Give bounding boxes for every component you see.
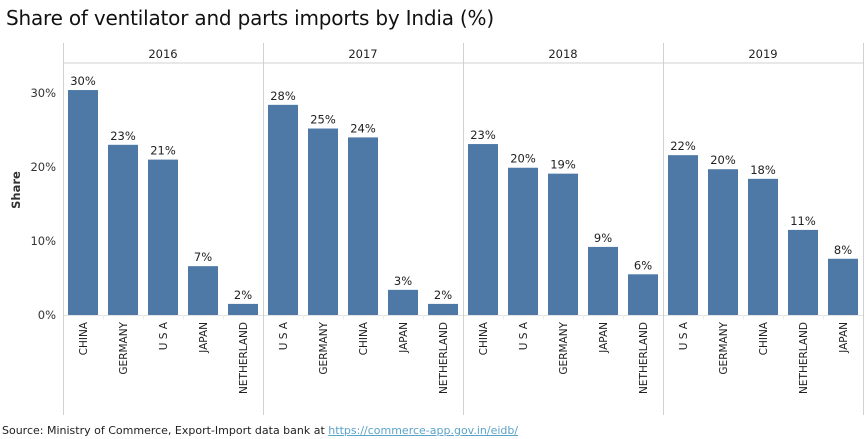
bar[interactable] <box>308 128 338 315</box>
category-label: CHINA <box>478 321 490 355</box>
category-label: GERMANY <box>718 321 730 374</box>
data-label: 2% <box>434 288 452 302</box>
y-axis-title: Share <box>9 171 23 209</box>
source-link[interactable]: https://commerce-app.gov.in/eidb/ <box>328 424 519 437</box>
data-label: 23% <box>470 128 496 142</box>
source-note: Source: Ministry of Commerce, Export-Imp… <box>2 424 518 437</box>
category-label: NETHERLAND <box>638 322 650 394</box>
category-label: JAPAN <box>838 322 850 354</box>
category-label: CHINA <box>758 321 770 355</box>
panel-header-2018: 2018 <box>548 47 577 61</box>
bar[interactable] <box>428 303 458 315</box>
category-label: JAPAN <box>598 322 610 354</box>
data-label: 25% <box>310 113 336 127</box>
bar[interactable] <box>188 266 218 315</box>
y-tick-label: 30% <box>30 86 56 100</box>
bar[interactable] <box>148 159 178 315</box>
data-label: 30% <box>70 74 96 88</box>
data-label: 20% <box>710 153 736 167</box>
bar[interactable] <box>508 167 538 315</box>
data-label: 2% <box>234 288 252 302</box>
bar[interactable] <box>828 258 858 315</box>
data-label: 6% <box>634 258 652 272</box>
bar[interactable] <box>108 144 138 315</box>
data-label: 21% <box>150 144 176 158</box>
bar[interactable] <box>588 246 618 315</box>
category-label: U S A <box>158 321 170 350</box>
category-label: GERMANY <box>558 321 570 374</box>
data-label: 7% <box>194 250 212 264</box>
source-text: Source: Ministry of Commerce, Export-Imp… <box>2 424 329 437</box>
category-label: U S A <box>278 321 290 350</box>
bar[interactable] <box>68 90 98 315</box>
panel-header-2017: 2017 <box>348 47 377 61</box>
data-label: 28% <box>270 89 296 103</box>
data-label: 23% <box>110 129 136 143</box>
bar[interactable] <box>788 229 818 315</box>
data-label: 18% <box>750 163 776 177</box>
category-label: NETHERLAND <box>238 322 250 394</box>
bar[interactable] <box>228 303 258 315</box>
y-tick-label: 20% <box>30 160 56 174</box>
category-label: NETHERLAND <box>798 322 810 394</box>
bar[interactable] <box>388 289 418 315</box>
panel-header-2019: 2019 <box>748 47 777 61</box>
bar[interactable] <box>468 144 498 315</box>
panel-header-2016: 2016 <box>148 47 177 61</box>
y-tick-label: 0% <box>38 308 56 322</box>
bar[interactable] <box>668 155 698 315</box>
bar[interactable] <box>628 274 658 315</box>
category-label: U S A <box>518 321 530 350</box>
bar[interactable] <box>748 178 778 315</box>
category-label: GERMANY <box>118 321 130 374</box>
category-label: JAPAN <box>198 322 210 354</box>
y-tick-label: 10% <box>30 234 56 248</box>
category-label: CHINA <box>358 321 370 355</box>
data-label: 20% <box>510 152 536 166</box>
data-label: 19% <box>550 158 576 172</box>
data-label: 3% <box>394 274 412 288</box>
category-label: GERMANY <box>318 321 330 374</box>
chart-title: Share of ventilator and parts imports by… <box>6 6 494 30</box>
bar[interactable] <box>268 104 298 315</box>
category-label: NETHERLAND <box>438 322 450 394</box>
bar[interactable] <box>548 173 578 315</box>
data-label: 24% <box>350 121 376 135</box>
data-label: 11% <box>790 214 816 228</box>
category-label: CHINA <box>78 321 90 355</box>
data-label: 9% <box>594 231 612 245</box>
category-label: U S A <box>678 321 690 350</box>
category-label: JAPAN <box>398 322 410 354</box>
bar[interactable] <box>708 169 738 315</box>
data-label: 8% <box>834 243 852 257</box>
chart-area: Share 0% 10% 20% 30% 2016 30% CHINA 23% GERMANY 21… <box>9 43 864 415</box>
bar[interactable] <box>348 137 378 315</box>
data-label: 22% <box>670 139 696 153</box>
